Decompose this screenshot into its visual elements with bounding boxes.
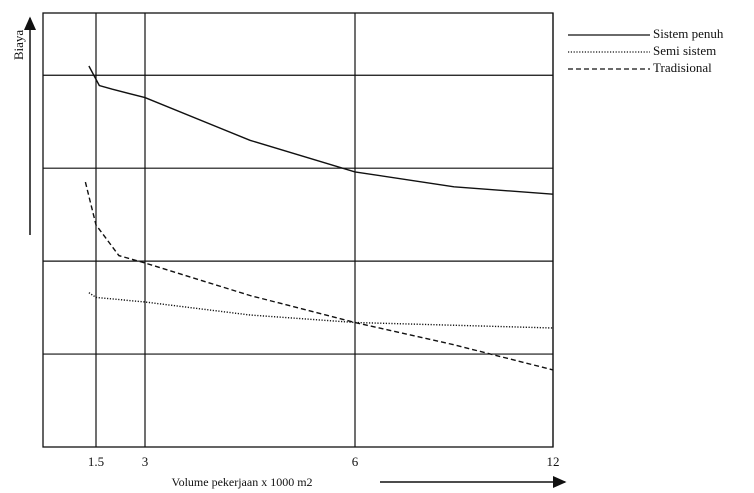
plot-frame — [42, 12, 554, 448]
legend-label: Semi sistem — [653, 43, 716, 58]
x-tick-label: 3 — [142, 454, 149, 469]
x-tick-label: 6 — [352, 454, 359, 469]
series-line — [84, 181, 554, 371]
x-tick-label: 12 — [547, 454, 560, 469]
y-axis-label: Biaya — [11, 30, 26, 61]
x-axis-label: Volume pekerjaan x 1000 m2 — [171, 475, 312, 489]
series-line — [88, 292, 554, 329]
x-tick-label: 1.5 — [88, 454, 104, 469]
legend-label: Sistem penuh — [653, 26, 724, 41]
legend-label: Tradisional — [653, 60, 712, 75]
series-line — [88, 65, 554, 195]
